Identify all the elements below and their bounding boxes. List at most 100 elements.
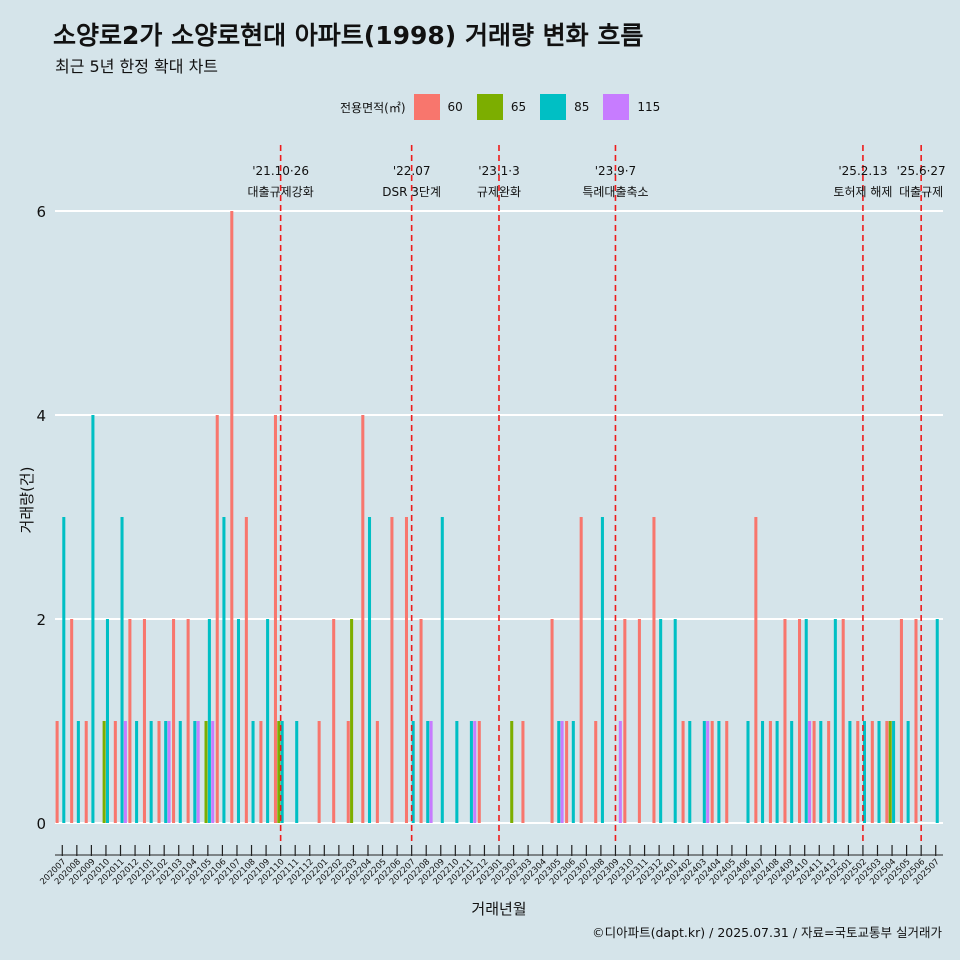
- annotation-label-202110: 대출규제강화: [248, 185, 314, 199]
- bar-115-202208: [429, 721, 433, 823]
- bar-85-202507: [935, 619, 939, 823]
- bar-60-202308: [594, 721, 598, 823]
- y-tick-label-4: 4: [36, 407, 46, 425]
- chart-title: 소양로2가 소양로현대 아파트(1998) 거래량 변화 흐름: [53, 21, 644, 50]
- bar-60-202412: [827, 721, 831, 823]
- bar-60-202107: [230, 211, 234, 823]
- bar-85-202408: [775, 721, 779, 823]
- bar-65-202105: [204, 721, 208, 823]
- bar-60-202104: [186, 619, 190, 823]
- bar-85-202107: [236, 619, 241, 823]
- bar-60-202012: [128, 619, 132, 823]
- bar-60-202109: [259, 721, 263, 823]
- bar-115-202104: [196, 721, 200, 823]
- bar-60-202506: [914, 619, 918, 823]
- legend-label-60: 60: [447, 100, 463, 114]
- bar-85-202210: [455, 721, 459, 823]
- bar-85-202401: [673, 619, 677, 823]
- legend-label-65: 65: [510, 100, 527, 114]
- bar-85-202111: [295, 721, 299, 823]
- annotation-date-202207: '22.07: [393, 164, 431, 178]
- bar-85-202411: [819, 721, 823, 823]
- annotation-date-202502: '25.2.13: [838, 164, 887, 178]
- bar-85-202012: [135, 721, 139, 823]
- bar-115-202102: [167, 721, 171, 823]
- bar-60-202106: [215, 415, 219, 823]
- bar-60-202305: [550, 619, 554, 823]
- bar-85-202211: [469, 721, 473, 823]
- legend-swatch-65: [476, 94, 503, 120]
- annotation-date-202309: '23.9·7: [595, 164, 636, 178]
- bar-85-202412: [833, 619, 837, 823]
- bar-60-202312: [652, 517, 656, 823]
- bar-60-202311: [637, 619, 641, 823]
- annotation-label-202309: 특례대출축소: [582, 185, 648, 199]
- bar-60-202008: [70, 619, 74, 823]
- bar-60-202303: [521, 721, 525, 823]
- bar-60-202103: [172, 619, 176, 823]
- bar-85-202504: [892, 721, 896, 823]
- legend-swatch-115: [603, 94, 630, 120]
- bar-60-202011: [113, 721, 117, 823]
- bar-65-202203: [350, 619, 354, 823]
- legend-item-60: 60: [413, 94, 463, 120]
- annotation-label-202506: 대출규제: [899, 185, 943, 199]
- bar-85-202207: [411, 721, 415, 823]
- bar-60-202212: [477, 721, 481, 823]
- bar-60-202404: [710, 721, 714, 823]
- chart-subtitle: 최근 5년 한정 확대 차트: [55, 57, 219, 76]
- bar-115-202403: [706, 721, 710, 823]
- bar-115-202309: [618, 721, 622, 823]
- bar-85-202208: [426, 721, 430, 823]
- bar-85-202009: [91, 415, 95, 823]
- legend-title: 전용면적(㎡): [340, 100, 406, 115]
- bar-60-202203: [346, 721, 350, 823]
- legend-item-115: 115: [603, 94, 660, 120]
- y-tick-label-0: 0: [36, 815, 46, 833]
- bar-60-202310: [623, 619, 627, 823]
- bar-60-202202: [332, 619, 336, 823]
- legend-swatch-60: [413, 94, 440, 120]
- bar-60-202306: [565, 721, 569, 823]
- bar-85-202110: [280, 721, 284, 823]
- bar-85-202404: [717, 721, 721, 823]
- legend-label-115: 115: [637, 100, 661, 114]
- bar-85-202101: [149, 721, 153, 823]
- bar-115-202211: [473, 721, 477, 823]
- bar-115-202410: [808, 721, 812, 823]
- y-axis-title: 거래량(건): [18, 467, 36, 534]
- x-axis-title: 거래년월: [471, 900, 526, 918]
- bar-60-202407: [754, 517, 758, 823]
- legend-item-85: 85: [540, 94, 589, 120]
- legend-swatch-85: [540, 94, 567, 120]
- bar-60-202408: [768, 721, 772, 823]
- bar-85-202102: [164, 721, 168, 823]
- bar-60-202205: [375, 721, 379, 823]
- bar-60-202410: [798, 619, 802, 823]
- annotation-date-202110: '21.10·26: [252, 164, 309, 178]
- bar-85-202306: [571, 721, 575, 823]
- bar-60-202101: [142, 619, 146, 823]
- bar-85-202402: [688, 721, 692, 823]
- bar-60-202201: [317, 721, 321, 823]
- bar-115-202011: [123, 721, 127, 823]
- annotation-date-202301: '23.1·3: [478, 164, 519, 178]
- bar-60-202307: [579, 517, 583, 823]
- bar-85-202204: [367, 517, 372, 823]
- bar-60-202007: [55, 721, 59, 823]
- legend-item-65: 65: [476, 94, 527, 120]
- bar-85-202312: [659, 619, 663, 823]
- bar-60-202206: [390, 517, 394, 823]
- bar-60-202505: [899, 619, 903, 823]
- bar-85-202008: [76, 721, 80, 823]
- bar-65-202302: [510, 721, 514, 823]
- bar-60-202102: [157, 721, 161, 823]
- bar-85-202010: [105, 619, 109, 823]
- bar-115-202105: [211, 721, 215, 823]
- bar-60-202409: [783, 619, 787, 823]
- bar-60-202208: [419, 619, 423, 823]
- annotation-date-202506: '25.6·27: [897, 164, 946, 178]
- bar-60-202504: [885, 721, 889, 823]
- bar-60-202009: [84, 721, 88, 823]
